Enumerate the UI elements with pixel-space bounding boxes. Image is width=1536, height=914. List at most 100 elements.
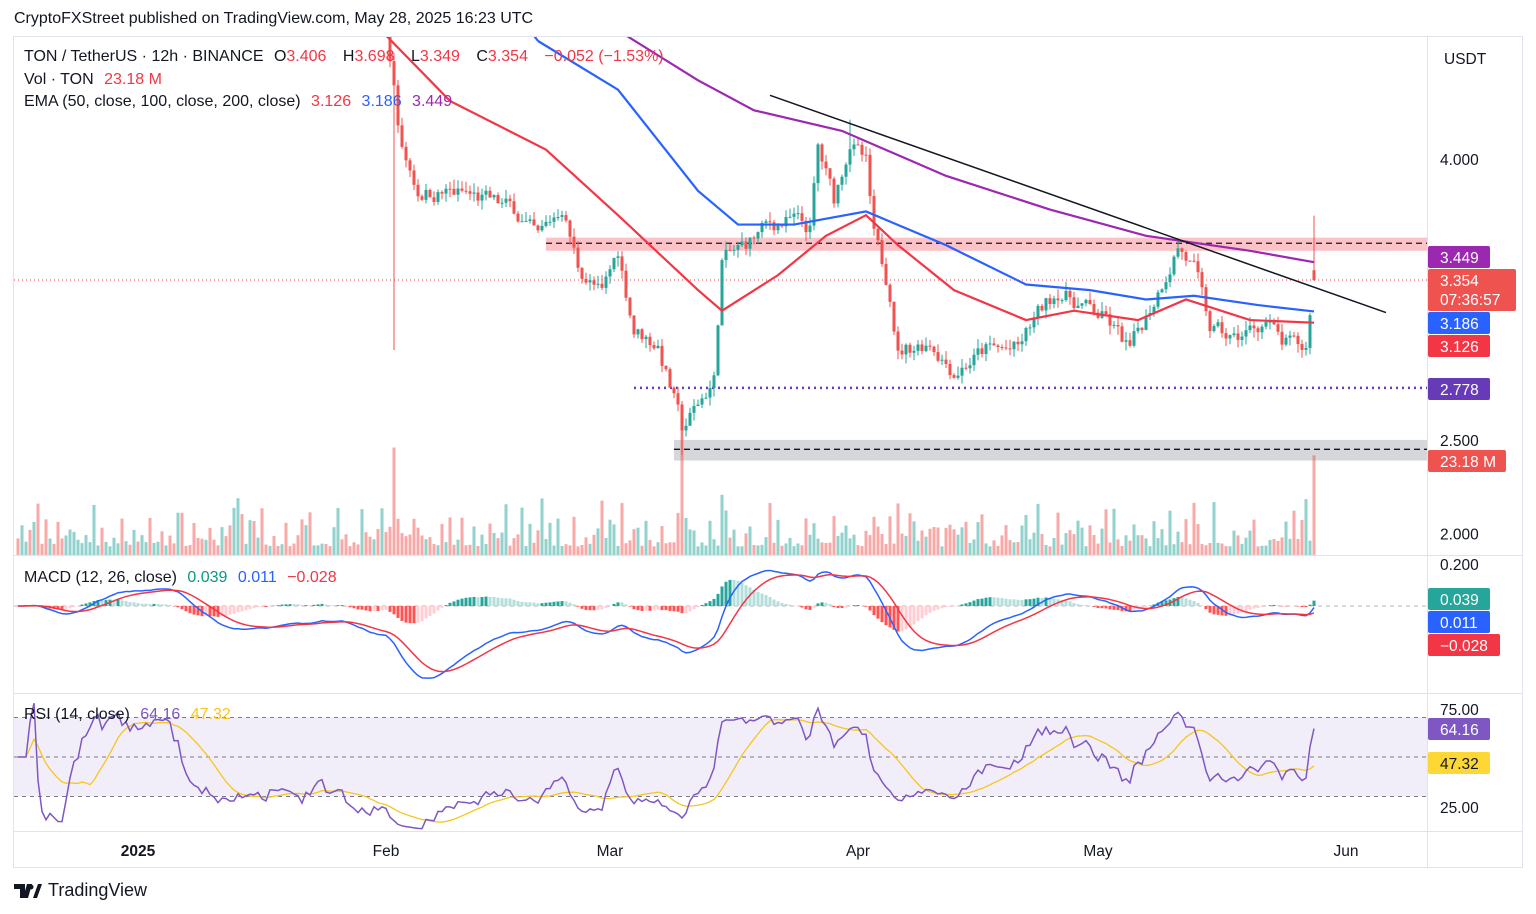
candle-body[interactable] [944, 359, 948, 364]
candle-body[interactable] [1280, 331, 1284, 345]
candle-body[interactable] [1020, 341, 1024, 345]
candle-body[interactable] [564, 215, 568, 221]
candle-body[interactable] [1128, 340, 1132, 346]
ema50-price-badge[interactable]: 3.126 [1428, 335, 1490, 357]
candle-body[interactable] [860, 144, 864, 155]
candle-body[interactable] [1208, 311, 1212, 332]
candle-body[interactable] [764, 221, 768, 223]
candle-body[interactable] [1140, 327, 1144, 330]
candle-body[interactable] [1136, 327, 1140, 332]
candle-body[interactable] [868, 154, 872, 197]
candle-body[interactable] [872, 196, 876, 229]
candle-body[interactable] [540, 225, 544, 231]
candle-body[interactable] [1232, 333, 1236, 336]
candle-body[interactable] [656, 345, 660, 349]
candle-body[interactable] [1168, 274, 1172, 283]
candle-body[interactable] [456, 188, 460, 195]
candle-body[interactable] [556, 216, 560, 218]
candle-body[interactable] [492, 195, 496, 198]
candle-body[interactable] [1164, 282, 1168, 290]
candle-body[interactable] [1028, 327, 1032, 329]
candle-body[interactable] [684, 425, 688, 431]
candle-body[interactable] [548, 221, 552, 223]
candle-body[interactable] [652, 345, 656, 349]
candle-body[interactable] [536, 225, 540, 231]
candle-body[interactable] [1064, 290, 1068, 301]
candle-body[interactable] [828, 168, 832, 179]
support-price-badge[interactable]: 2.778 [1428, 378, 1490, 400]
candle-body[interactable] [1104, 311, 1108, 315]
candle-body[interactable] [1188, 260, 1192, 262]
candle-body[interactable] [892, 301, 896, 332]
candle-body[interactable] [420, 196, 424, 200]
candle-body[interactable] [696, 404, 700, 407]
candle-body[interactable] [640, 329, 644, 340]
candle-body[interactable] [940, 359, 944, 361]
candle-body[interactable] [504, 198, 508, 203]
candle-body[interactable] [912, 350, 916, 353]
candle-body[interactable] [369, 5, 372, 15]
candle-body[interactable] [772, 222, 776, 231]
candle-body[interactable] [604, 276, 608, 288]
candle-body[interactable] [416, 184, 420, 197]
candle-body[interactable] [916, 344, 920, 351]
candle-body[interactable] [1112, 324, 1116, 326]
candle-body[interactable] [1196, 261, 1200, 273]
candle-body[interactable] [572, 236, 576, 248]
candle-body[interactable] [980, 348, 984, 354]
candle-body[interactable] [1184, 252, 1188, 261]
candle-body[interactable] [636, 329, 640, 335]
candle-body[interactable] [756, 232, 760, 239]
candle-body[interactable] [1144, 315, 1148, 330]
candle-body[interactable] [496, 195, 500, 204]
candle-body[interactable] [484, 190, 488, 195]
candle-body[interactable] [1264, 321, 1268, 327]
candle-body[interactable] [528, 219, 532, 221]
candle-body[interactable] [620, 256, 624, 271]
candle-body[interactable] [960, 367, 964, 376]
candle-body[interactable] [1216, 322, 1220, 327]
candle-body[interactable] [648, 336, 652, 346]
candle-body[interactable] [428, 189, 432, 198]
candle-body[interactable] [820, 144, 824, 162]
candle-body[interactable] [1256, 328, 1260, 333]
candle-body[interactable] [1224, 333, 1228, 339]
candle-body[interactable] [1040, 305, 1044, 311]
candle-body[interactable] [1300, 344, 1304, 350]
candle-body[interactable] [632, 315, 636, 335]
candle-body[interactable] [448, 188, 452, 190]
candle-body[interactable] [1176, 248, 1180, 257]
candle-body[interactable] [436, 192, 440, 202]
candle-body[interactable] [1288, 335, 1292, 338]
candle-body[interactable] [968, 365, 972, 369]
candle-body[interactable] [712, 375, 716, 389]
candle-body[interactable] [748, 237, 752, 249]
candle-body[interactable] [460, 188, 464, 191]
candle-body[interactable] [1296, 335, 1300, 345]
candle-body[interactable] [896, 331, 900, 351]
candle-body[interactable] [1248, 325, 1252, 331]
candle-body[interactable] [1132, 331, 1136, 346]
candle-body[interactable] [1000, 346, 1004, 348]
candle-body[interactable] [464, 190, 468, 192]
candle-body[interactable] [856, 144, 860, 146]
candle-body[interactable] [592, 280, 596, 285]
candle-body[interactable] [1032, 317, 1036, 328]
candle-body[interactable] [692, 406, 696, 413]
candle-body[interactable] [680, 404, 684, 431]
candle-body[interactable] [1240, 336, 1244, 340]
candle-body[interactable] [1228, 335, 1232, 339]
candle-body[interactable] [964, 367, 968, 369]
candle-body[interactable] [720, 260, 724, 326]
price-pane[interactable] [14, 0, 1427, 555]
candle-body[interactable] [1056, 298, 1060, 301]
candle-body[interactable] [972, 354, 976, 366]
candle-body[interactable] [476, 192, 480, 201]
candle-body[interactable] [788, 216, 792, 218]
volume-legend[interactable]: Vol · TON 23.18 M [24, 69, 670, 92]
candle-body[interactable] [760, 222, 764, 233]
macd-hist-badge[interactable]: −0.028 [1428, 634, 1500, 656]
candle-body[interactable] [508, 198, 512, 202]
candle-body[interactable] [884, 263, 888, 285]
candle-body[interactable] [1160, 289, 1164, 293]
